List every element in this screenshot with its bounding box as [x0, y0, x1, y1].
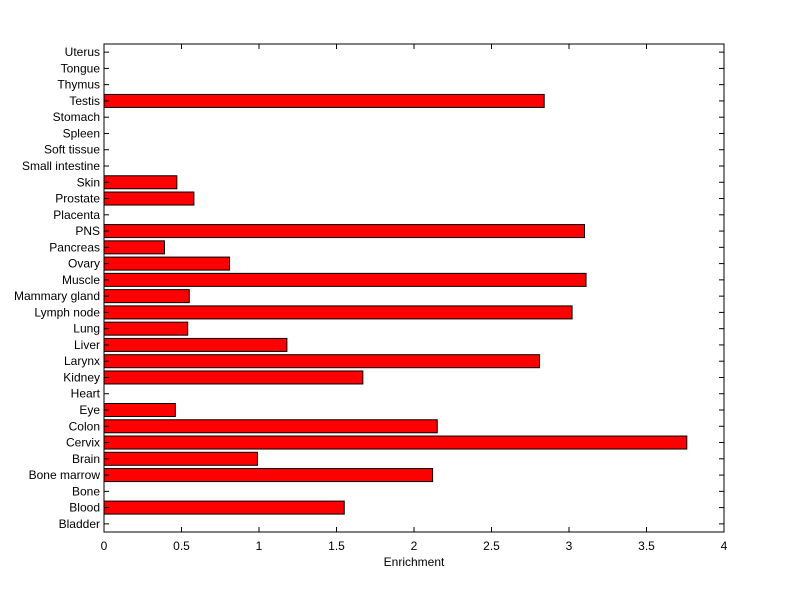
- y-tick-label: Tongue: [61, 61, 101, 75]
- bar-pns: [103, 224, 585, 239]
- y-tick-label: PNS: [75, 224, 100, 238]
- y-tick-label: Bone marrow: [29, 468, 101, 482]
- bar-lymph-node: [103, 305, 573, 320]
- x-tick-label: 2.5: [483, 539, 500, 553]
- y-tick-label: Cervix: [66, 436, 100, 450]
- bar-testis: [103, 93, 545, 108]
- y-tick-label: Mammary gland: [14, 289, 100, 303]
- bar-liver: [103, 337, 288, 352]
- y-tick-label: Colon: [69, 419, 100, 433]
- y-tick-label: Blood: [69, 501, 100, 515]
- y-tick-labels: Bladder Blood Bone Bone marrow Brain Cervix Co…: [14, 45, 101, 531]
- bar-bone-marrow: [103, 468, 434, 483]
- y-tick-label: Brain: [72, 452, 100, 466]
- x-tick-label: 2: [411, 539, 418, 553]
- y-tick-label: Ovary: [68, 257, 100, 271]
- y-tick-label: Bone: [72, 484, 100, 498]
- y-tick-label: Liver: [74, 338, 100, 352]
- y-tick-label: Eye: [79, 403, 100, 417]
- y-tick-label: Lung: [73, 322, 100, 336]
- bar-pancreas: [103, 240, 165, 255]
- bar-kidney: [103, 370, 364, 385]
- x-tick-label: 1: [256, 539, 263, 553]
- bar-eye: [103, 402, 176, 418]
- y-tick-label: Soft tissue: [44, 143, 100, 157]
- x-tick-label: 1.5: [328, 539, 345, 553]
- y-tick-label: Placenta: [53, 208, 100, 222]
- x-tick-label: 4: [721, 539, 728, 553]
- y-tick-label: Larynx: [64, 354, 100, 368]
- x-axis-label: Enrichment: [384, 555, 445, 569]
- bar-blood: [103, 500, 345, 515]
- y-tick-label: Bladder: [59, 517, 100, 531]
- bars: [103, 93, 688, 515]
- bar-cervix: [103, 435, 688, 450]
- y-tick-label: Kidney: [63, 370, 100, 384]
- x-tick-label: 3: [566, 539, 573, 553]
- bar-mammary-gland: [103, 289, 190, 304]
- bar-prostate: [103, 191, 195, 206]
- bar-muscle: [103, 272, 587, 287]
- bar-ovary: [103, 256, 231, 271]
- y-tick-label: Muscle: [62, 273, 100, 287]
- bar-skin: [103, 175, 178, 190]
- y-tick-label: Small intestine: [22, 159, 100, 173]
- bar-brain: [103, 451, 258, 466]
- y-tick-label: Heart: [71, 387, 101, 401]
- y-tick-label: Pancreas: [49, 240, 100, 254]
- y-tick-label: Spleen: [63, 126, 100, 140]
- y-tick-label: Testis: [69, 94, 100, 108]
- x-tick-label: 0: [101, 539, 108, 553]
- y-tick-label: Prostate: [55, 192, 100, 206]
- x-tick-label: 3.5: [638, 539, 655, 553]
- x-tick-labels: 0 0.5 1 1.5 2 2.5 3 3.5 4: [101, 539, 728, 553]
- bar-lung: [103, 321, 189, 336]
- bar-larynx: [103, 354, 541, 369]
- y-tick-label: Skin: [77, 175, 100, 189]
- plot-area-frame: [103, 43, 725, 533]
- y-tick-label: Uterus: [65, 45, 100, 59]
- y-tick-label: Lymph node: [34, 305, 100, 319]
- bar-colon: [103, 419, 438, 434]
- y-tick-label: Thymus: [57, 78, 100, 92]
- y-tick-label: Stomach: [53, 110, 100, 124]
- x-tick-label: 0.5: [173, 539, 190, 553]
